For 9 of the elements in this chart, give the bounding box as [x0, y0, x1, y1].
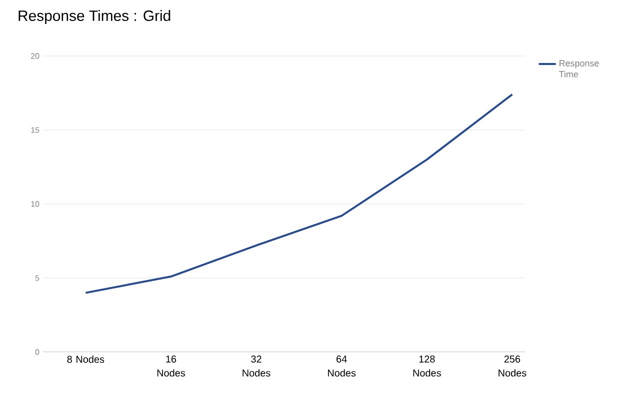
x-tick-label: 256 Nodes: [498, 356, 526, 377]
line-series: [84, 93, 514, 294]
x-tick-label: 8 Nodes: [67, 356, 104, 363]
chart-title: Response Times : Grid: [18, 10, 170, 24]
x-tick-label: 64 Nodes: [328, 356, 356, 377]
x-tick-label: 32 Nodes: [242, 356, 270, 377]
x-tick-label: 128 Nodes: [413, 356, 441, 377]
legend-label: Response Time: [559, 60, 599, 78]
x-tick-label: 16 Nodes: [157, 356, 186, 377]
